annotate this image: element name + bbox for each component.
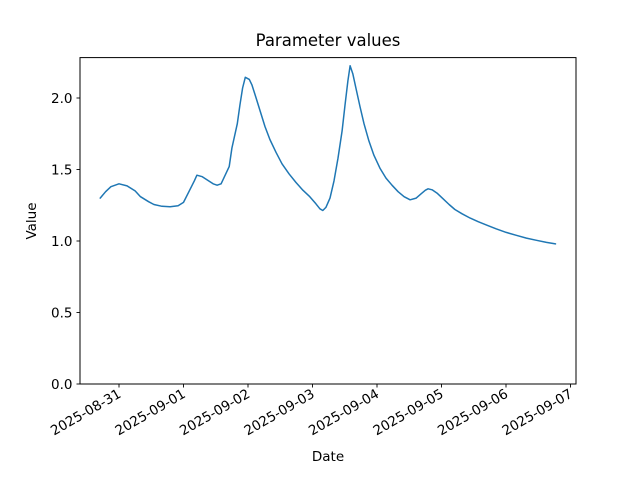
data-line bbox=[99, 65, 557, 245]
plot-frame bbox=[79, 57, 577, 385]
chart-title: Parameter values bbox=[255, 31, 401, 50]
y-tick-label: 1.0 bbox=[51, 234, 72, 250]
y-tick-label: 2.0 bbox=[51, 91, 72, 107]
y-tick-label: 1.5 bbox=[51, 162, 72, 178]
y-tick-label: 0.5 bbox=[51, 305, 72, 321]
y-axis-label: Value bbox=[24, 202, 40, 240]
x-axis-label: Date bbox=[311, 449, 345, 465]
y-tick-label: 0.0 bbox=[51, 377, 72, 393]
